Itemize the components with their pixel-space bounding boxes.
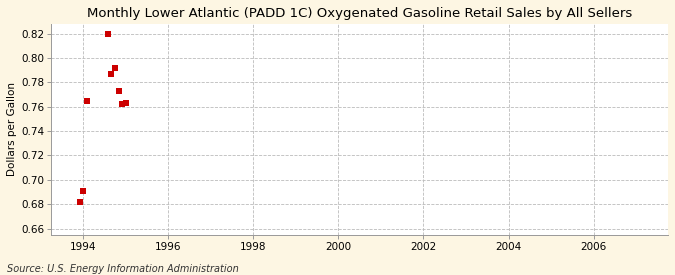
Point	[106, 72, 117, 76]
Point	[103, 31, 113, 36]
Y-axis label: Dollars per Gallon: Dollars per Gallon	[7, 82, 17, 176]
Point	[113, 89, 124, 93]
Point	[120, 101, 131, 105]
Text: Source: U.S. Energy Information Administration: Source: U.S. Energy Information Administ…	[7, 264, 238, 274]
Point	[109, 65, 120, 70]
Point	[81, 98, 92, 103]
Point	[74, 200, 85, 204]
Point	[117, 102, 128, 106]
Title: Monthly Lower Atlantic (PADD 1C) Oxygenated Gasoline Retail Sales by All Sellers: Monthly Lower Atlantic (PADD 1C) Oxygena…	[87, 7, 632, 20]
Point	[78, 189, 88, 193]
